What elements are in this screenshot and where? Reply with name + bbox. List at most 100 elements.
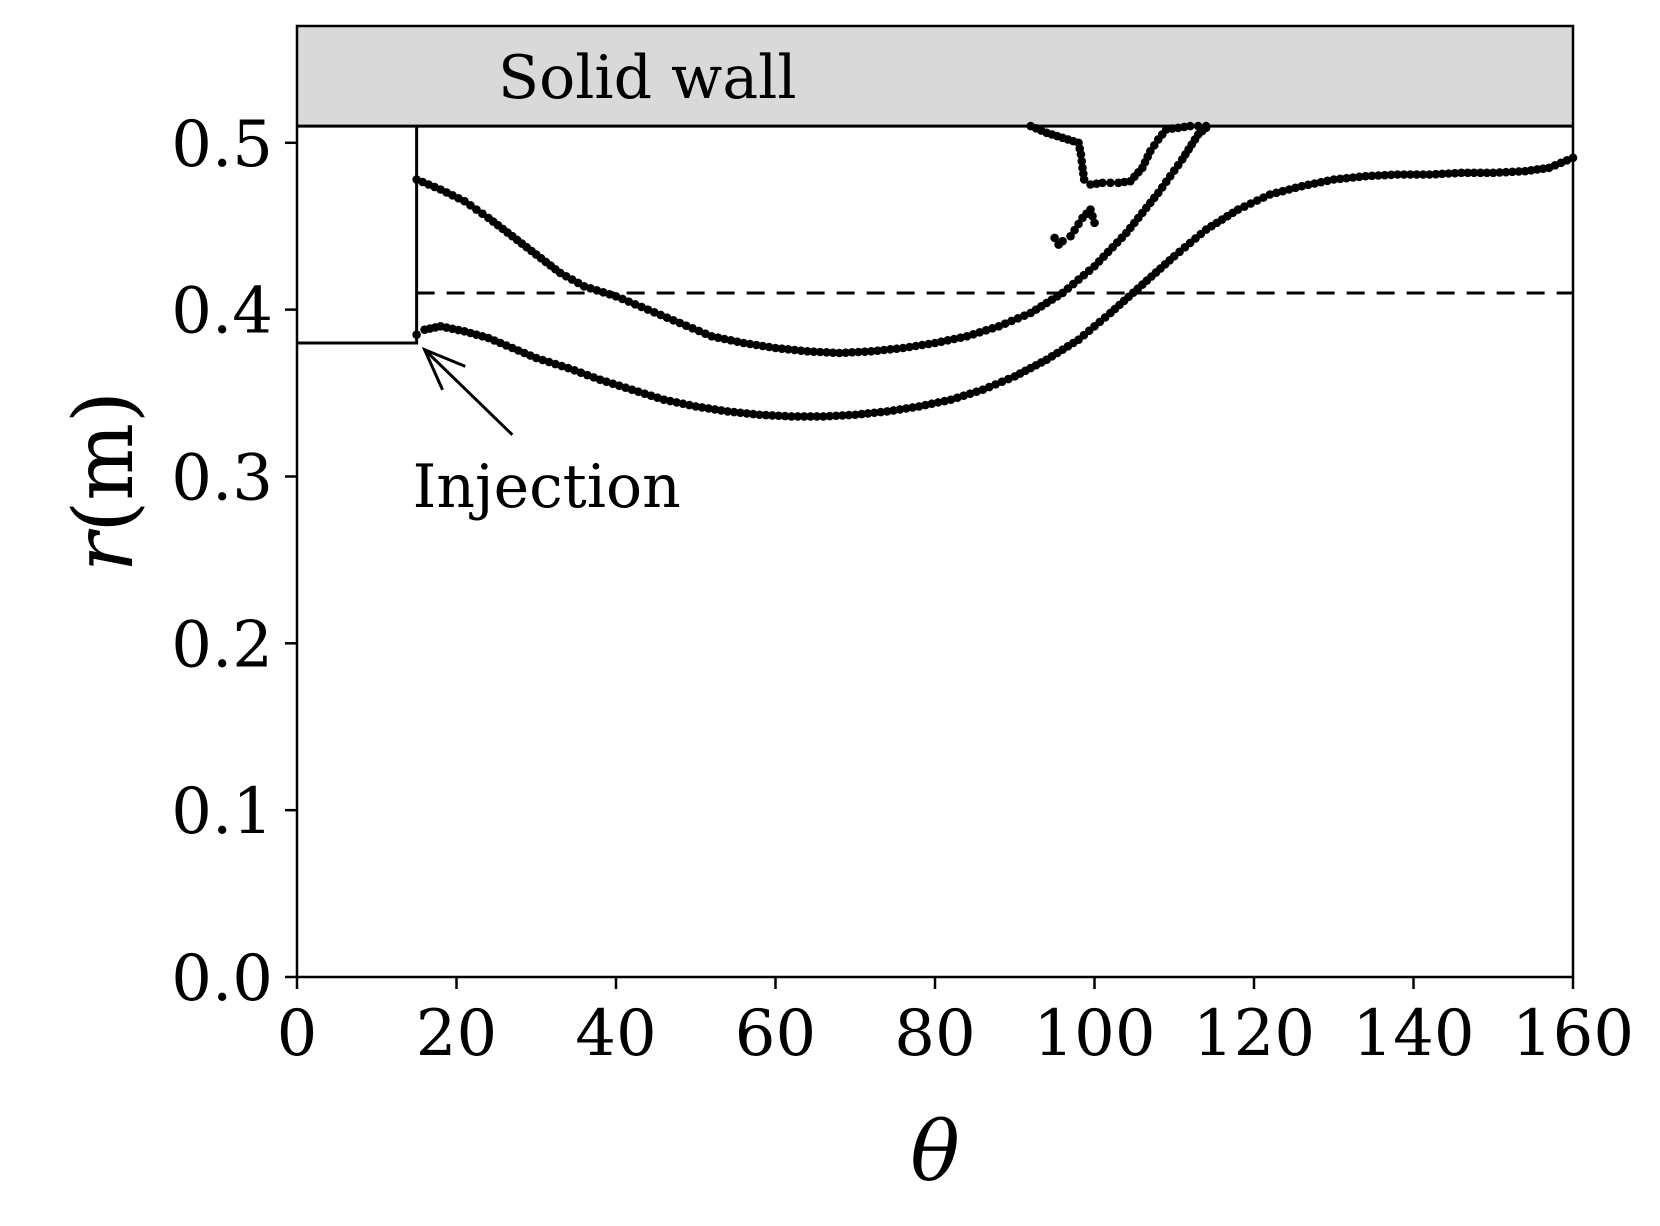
data-point	[1476, 168, 1485, 178]
data-point	[1310, 179, 1319, 188]
data-point	[1050, 233, 1059, 243]
x-tick-label: 0	[277, 997, 318, 1071]
data-point	[790, 345, 799, 355]
y-tick-label: 0.5	[171, 108, 273, 182]
data-point	[876, 407, 886, 417]
data-point	[678, 399, 688, 409]
data-point	[1399, 170, 1409, 179]
data-point	[665, 396, 675, 406]
data-point	[943, 336, 953, 345]
data-point	[1386, 170, 1396, 180]
data-point	[860, 347, 870, 356]
data-point	[889, 406, 898, 415]
data-point	[806, 412, 815, 421]
data-point	[809, 347, 819, 356]
injection-label: Injection	[413, 452, 681, 522]
data-point	[1508, 167, 1517, 177]
data-point	[1074, 219, 1083, 229]
axes-group: 0 20 40 60 80 100 120 140 160 0.0 0.1 0.2 0.3 0.4 0.5 θ…	[57, 24, 1634, 1200]
x-tick-label: 40	[575, 997, 656, 1071]
data-point	[723, 407, 732, 416]
data-point	[1514, 167, 1524, 176]
data-point	[732, 337, 742, 346]
data-point	[930, 338, 940, 348]
data-point	[831, 411, 841, 421]
data-point	[745, 339, 755, 349]
data-point	[460, 196, 469, 206]
data-point	[659, 395, 669, 405]
y-tick-label: 0.0	[171, 942, 273, 1016]
data-point	[472, 205, 481, 214]
data-point	[924, 339, 933, 349]
data-point	[478, 209, 487, 218]
data-point	[1106, 178, 1115, 188]
injection-arrow-shaft	[423, 348, 514, 436]
data-point	[1367, 171, 1377, 181]
data-point	[771, 343, 780, 353]
data-point	[866, 347, 876, 356]
data-point	[1437, 169, 1447, 179]
data-point	[697, 403, 707, 412]
data-point	[921, 400, 930, 410]
data-point	[739, 338, 748, 348]
data-point	[854, 347, 863, 357]
data-point	[844, 410, 854, 420]
data-point	[847, 348, 857, 357]
data-point	[828, 348, 838, 357]
x-tick-label: 140	[1352, 997, 1474, 1071]
data-point	[1495, 168, 1504, 177]
x-tick-label: 120	[1193, 997, 1315, 1071]
data-point	[1066, 231, 1075, 241]
data-point	[812, 412, 822, 421]
data-point	[908, 403, 917, 412]
data-point	[803, 347, 812, 356]
y-axis-title-unit: (m)	[57, 391, 152, 533]
data-point	[933, 398, 943, 407]
data-point	[850, 410, 860, 420]
data-point	[949, 334, 959, 344]
series-3	[1026, 121, 1211, 189]
data-point	[1193, 121, 1203, 131]
data-point	[873, 346, 882, 355]
data-point	[879, 345, 889, 355]
data-point	[819, 412, 828, 421]
data-point	[911, 341, 921, 351]
x-tick-label: 160	[1512, 997, 1634, 1071]
data-point	[886, 345, 895, 354]
data-point	[927, 399, 937, 409]
y-axis-title: r(m)	[57, 391, 152, 572]
data-point	[956, 333, 965, 342]
data-point	[1086, 205, 1095, 214]
data-point	[1070, 225, 1079, 235]
data-point	[940, 396, 949, 406]
data-point	[1259, 193, 1268, 202]
data-point	[1098, 178, 1107, 188]
data-point	[777, 344, 787, 353]
data-point	[1425, 170, 1434, 179]
data-point	[793, 412, 803, 421]
data-point	[1201, 121, 1211, 131]
data-point	[901, 404, 911, 413]
data-point	[685, 400, 694, 410]
data-point	[755, 410, 764, 420]
data-point	[764, 342, 774, 352]
data-point	[1316, 177, 1326, 187]
guide-lines	[297, 126, 1573, 345]
data-point	[1361, 171, 1370, 181]
y-tick-label: 0.1	[171, 775, 273, 849]
solid-wall-region: Solid wall	[297, 26, 1573, 128]
data-point	[704, 404, 713, 413]
x-tick-label: 20	[416, 997, 497, 1071]
x-axis-title: θ	[910, 1105, 959, 1200]
data-point	[783, 345, 793, 354]
data-point	[672, 398, 681, 407]
data-point	[1335, 174, 1345, 184]
data-point	[768, 411, 777, 420]
x-tick-label: 80	[894, 997, 975, 1071]
data-point	[713, 333, 723, 342]
data-point	[1501, 167, 1511, 177]
data-point	[799, 412, 809, 421]
data-point	[1323, 176, 1332, 186]
data-point	[914, 402, 924, 411]
